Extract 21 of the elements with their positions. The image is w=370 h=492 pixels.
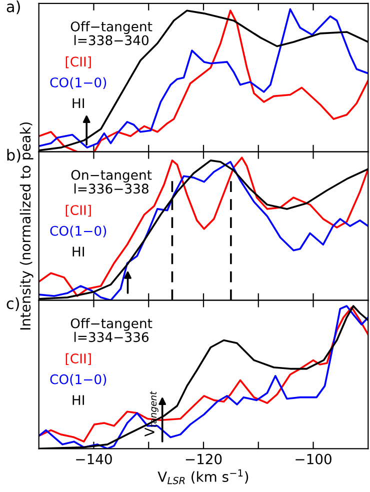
- text: Off−tangent l=334−336: [70, 318, 152, 342]
- text: [CII]: [66, 56, 91, 68]
- chart-title: b): [7, 148, 20, 163]
- text: [CII]: [66, 204, 91, 217]
- annotation: V$_{tangent}$: [144, 391, 158, 436]
- text: Off−tangent l=338−340: [70, 21, 152, 46]
- x-tick-label: −120: [186, 454, 222, 464]
- text: CO(1−0): [50, 226, 106, 238]
- x-tick-label: −140: [76, 454, 112, 464]
- text: CO(1−0): [50, 374, 106, 386]
- chart-title: a): [6, 0, 20, 14]
- text: HI: [72, 246, 84, 256]
- x-axis-title: V$_{LSR}$ (km s$^{−1}$): [158, 469, 248, 484]
- text: [CII]: [66, 353, 91, 366]
- y-axis-title: Intensity (normalized to peak): [20, 122, 34, 330]
- series-label: HI: [72, 98, 84, 108]
- text: CO(1−0): [50, 77, 106, 89]
- x-tick-label: −100: [296, 454, 332, 464]
- text: HI: [72, 395, 84, 405]
- text: On−tangent l=336−338: [71, 170, 152, 194]
- chart-title: c): [6, 297, 19, 311]
